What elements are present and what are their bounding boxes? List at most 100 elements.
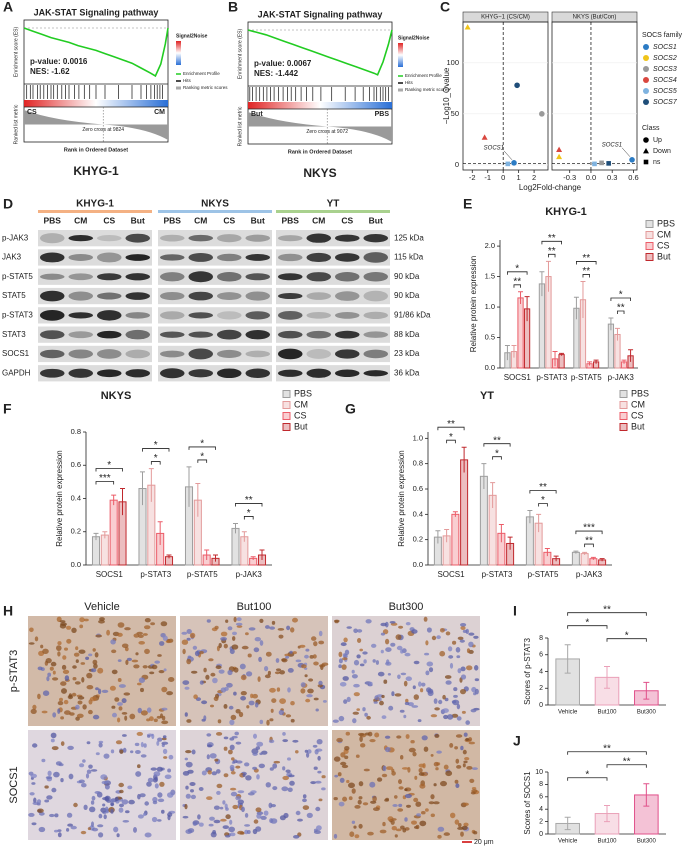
phenotype-label: But — [251, 111, 263, 118]
cell — [118, 782, 124, 788]
cell — [340, 752, 346, 758]
cell — [75, 704, 80, 710]
blot-strip — [276, 307, 390, 324]
cell — [103, 753, 110, 759]
protein-label: p-STAT5 — [2, 272, 33, 281]
cell — [386, 766, 393, 770]
cell — [140, 710, 148, 716]
blot-band — [125, 349, 150, 359]
cell — [110, 639, 116, 645]
blot-band — [363, 290, 388, 302]
cell — [391, 826, 397, 831]
phenotype-label: CS — [27, 109, 37, 116]
significance-label: ** — [623, 756, 631, 767]
point-label: SOCS1 — [602, 142, 622, 148]
cell — [307, 749, 312, 754]
cell — [110, 808, 114, 814]
cell — [91, 827, 99, 832]
cell-line-label: NKYS — [201, 199, 229, 210]
cell — [381, 715, 387, 719]
cell — [124, 715, 128, 721]
cell — [311, 636, 317, 641]
cell — [455, 783, 460, 788]
cell — [60, 716, 64, 720]
blot-strip — [158, 365, 272, 382]
ihc-image — [28, 730, 176, 840]
cell — [362, 802, 369, 806]
cell — [413, 694, 419, 700]
error-bar — [593, 359, 599, 364]
cell — [110, 803, 115, 806]
cell — [197, 814, 201, 820]
zero-cross-label: Zero cross at 9824 — [82, 127, 124, 133]
cell — [182, 680, 190, 685]
cell — [182, 648, 186, 655]
legend-label: SOCS1 — [653, 44, 677, 51]
cell — [404, 701, 410, 706]
cell — [456, 703, 461, 710]
cell — [199, 651, 204, 655]
cell — [109, 685, 116, 691]
cell — [82, 759, 86, 763]
x-tick-label: SOCS1 — [504, 373, 532, 382]
significance-bracket — [567, 612, 647, 616]
cell — [321, 787, 326, 791]
cell — [398, 786, 404, 790]
cell — [246, 705, 250, 709]
cell — [269, 718, 274, 722]
error-bar — [232, 522, 238, 534]
cell — [277, 628, 285, 631]
cell — [162, 735, 167, 739]
cell — [223, 704, 228, 709]
chart-title: YT — [480, 390, 494, 402]
cell — [77, 700, 83, 705]
cell — [348, 782, 355, 789]
cell — [466, 648, 471, 654]
cell — [57, 708, 61, 714]
cell — [460, 623, 467, 627]
cell — [344, 746, 350, 751]
cell — [154, 783, 159, 789]
cell — [253, 733, 257, 739]
cell — [186, 637, 191, 641]
cell — [404, 652, 411, 657]
cell — [184, 712, 188, 717]
cell — [442, 694, 446, 700]
legend-label: CS — [657, 240, 670, 250]
significance-bracket — [606, 638, 647, 642]
error-bar — [435, 530, 441, 544]
y-tick-label: 0 — [455, 160, 459, 169]
cell — [64, 710, 71, 715]
cell — [403, 714, 407, 719]
y-axis-label: Enrichment score (ES) — [13, 27, 19, 78]
legend-swatch — [643, 88, 649, 94]
cell — [103, 814, 107, 820]
cell — [290, 718, 295, 723]
cell — [469, 778, 475, 784]
error-bar — [490, 482, 496, 508]
cell — [62, 655, 67, 660]
cell — [80, 662, 86, 665]
cell — [144, 648, 150, 655]
error-bar — [544, 548, 550, 557]
panel-label: J — [513, 733, 521, 749]
cell — [396, 735, 402, 739]
cell — [50, 732, 57, 739]
significance-label: ** — [548, 246, 556, 257]
facet-title: KHYG−1 (CS/CM) — [481, 15, 530, 21]
cell — [100, 807, 107, 813]
cell — [357, 799, 362, 805]
cell — [312, 654, 317, 659]
cell — [86, 741, 91, 745]
cell — [397, 808, 404, 812]
cell — [60, 741, 65, 746]
cell — [117, 622, 125, 628]
legend-label: SOCS7 — [653, 99, 678, 106]
cell — [353, 692, 360, 697]
cell — [216, 769, 221, 774]
significance-bracket — [576, 261, 597, 265]
error-bar — [461, 446, 467, 473]
blot-band — [335, 311, 360, 319]
cell — [122, 820, 130, 823]
blot-strip — [276, 249, 390, 266]
